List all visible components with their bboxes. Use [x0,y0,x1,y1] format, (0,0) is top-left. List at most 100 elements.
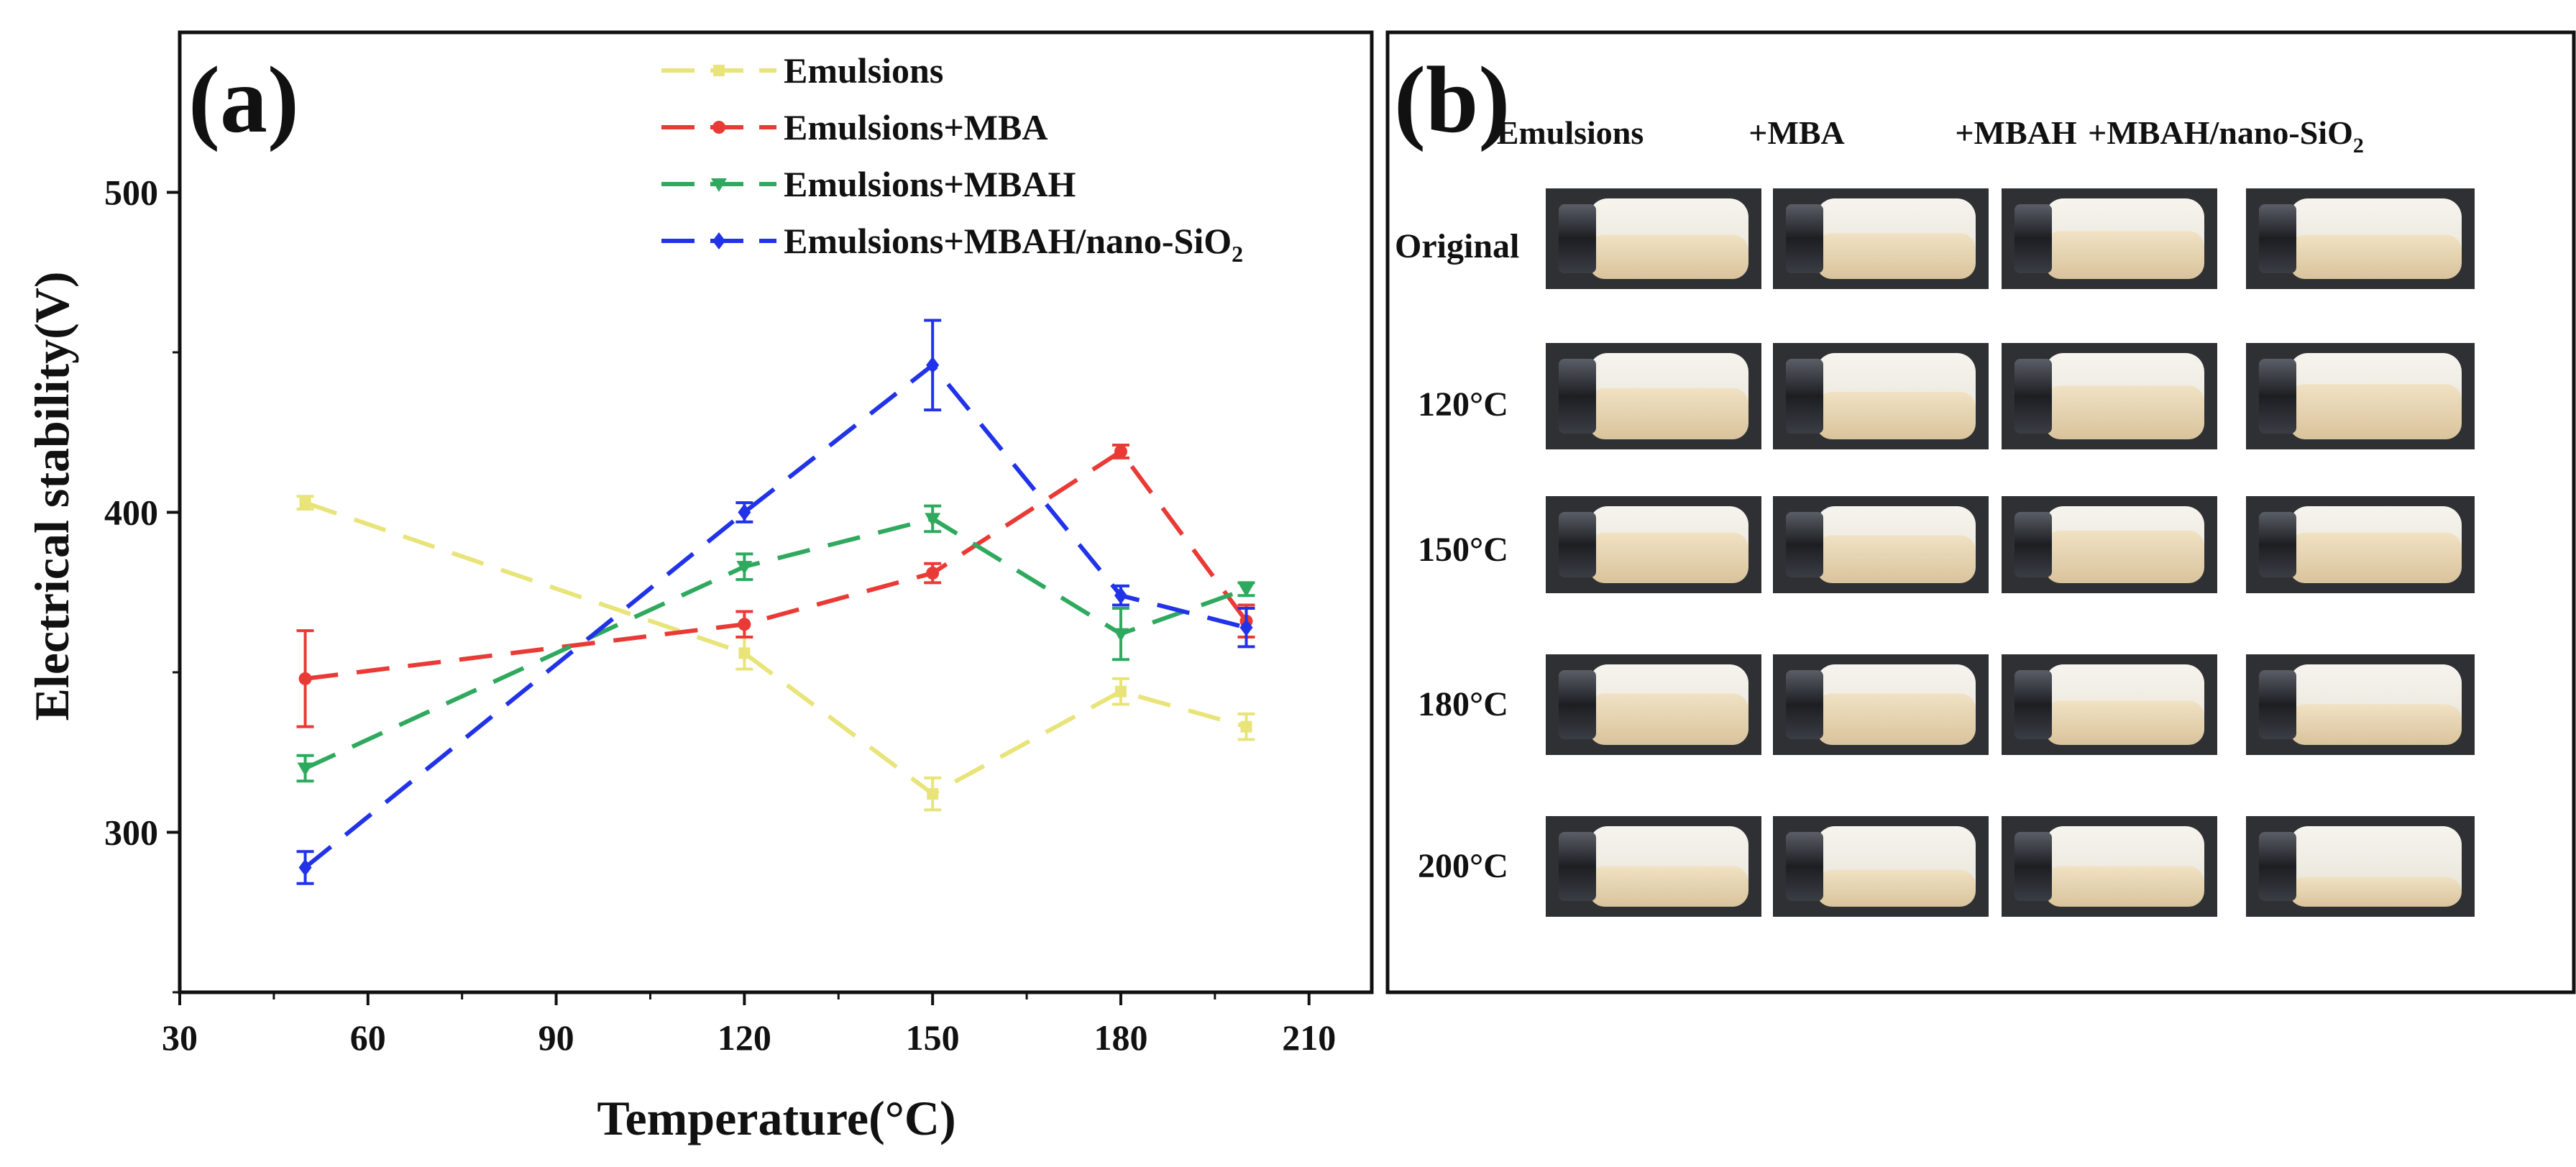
legend-label: Emulsions+MBA [784,107,1048,147]
panel-b-label: (b) [1394,47,1510,152]
bottle-liquid [2289,532,2462,583]
x-tick-label: 60 [350,1017,386,1058]
bottle-cap [1786,832,1823,901]
legend-swatch-marker [711,178,727,192]
x-axis-title: Temperature(°C) [597,1091,955,1145]
legend-entry-0: Emulsions [661,50,943,91]
row-label-original: Original [1395,227,1519,265]
data-point [927,788,939,800]
bottle-liquid [1816,693,1976,745]
data-point [1114,685,1127,697]
legend-entry-3: Emulsions+MBAH/nano-SiO2 [661,221,1243,267]
data-point [298,859,312,877]
data-point [738,618,751,631]
bottle-liquid [2289,704,2462,745]
column-header-subscript: 2 [2353,134,2364,157]
legend: Emulsions Emulsions+MBA Emulsions+MBAH Emul… [661,50,1243,267]
data-point [1240,720,1252,733]
y-tick-label: 500 [104,173,158,213]
bottle-cap [1559,832,1596,901]
series-line [304,500,1247,797]
bottle-cap [1786,204,1823,273]
legend-label: Emulsions+MBAH/nano-SiO2 [784,221,1243,267]
x-tick-label: 30 [162,1017,198,1058]
bottle-cap [2259,512,2296,577]
bottle-cap [2014,670,2052,739]
photo-r0-c3 [2246,188,2475,289]
data-point [926,356,940,374]
bottle-liquid [2045,231,2204,279]
legend-entry-1: Emulsions+MBA [661,107,1048,147]
bottle-liquid [2045,866,2204,907]
panel-a-frame [178,30,1374,994]
legend-swatch-marker [712,121,725,134]
series-layer [296,319,1255,885]
photo-r1-c2 [2002,343,2217,449]
legend-label: Emulsions [784,50,943,91]
panel-a: (a) 30 60 90 120 150 180 210 300 400 500 Temperat… [24,30,1374,1145]
y-tick-label: 400 [104,493,158,533]
legend-label-text: Emulsions+MBAH/nano-SiO [784,221,1232,261]
series-line [304,516,1247,771]
data-point [738,647,751,659]
y-tick-label: 300 [104,813,158,853]
photo-r0-c0 [1546,188,1761,289]
emulsion-photo-grid: (b) Emulsions +MBA +MBAH +MBAH/nano-SiO2… [1385,30,2576,994]
series-line [305,448,1248,681]
axis-ticks: 30 60 90 120 150 180 210 300 400 500 [104,173,1336,1058]
panel-a-label: (a) [188,47,299,152]
photo-r1-c1 [1773,343,1989,449]
photos [1546,188,2475,917]
photo-r3-c1 [1773,654,1989,755]
x-tick-label: 180 [1094,1017,1147,1058]
y-axis-title: Electrical stability(V) [24,271,79,720]
legend-label-text: Emulsions [784,50,943,91]
legend-entry-2: Emulsions+MBAH [661,164,1076,204]
data-point [738,503,751,521]
bottle-liquid [1816,392,1976,439]
bottle-cap [2014,832,2052,901]
panel-b-frame [1385,30,2576,994]
row-label-150: 150°C [1418,531,1508,569]
row-label-120: 120°C [1418,385,1508,424]
series-2 [296,504,1255,783]
bottle-liquid [2045,385,2204,439]
row-label-200: 200°C [1418,847,1508,885]
bottle-cap [1559,359,1596,434]
series-3 [296,319,1255,885]
photo-r0-c1 [1773,188,1989,289]
bottle-liquid [1589,866,1748,907]
column-header-mba: +MBA [1748,114,1845,151]
data-point [299,497,311,509]
bottle-cap [1559,204,1596,273]
bottle-cap [2259,670,2296,739]
row-label-180: 180°C [1418,685,1508,723]
x-tick-label: 120 [718,1017,771,1058]
series-0 [296,495,1255,812]
data-point [298,672,312,685]
bottle-cap [1559,670,1596,739]
photo-r4-c3 [2246,816,2475,917]
x-tick-label: 90 [538,1017,574,1058]
series-1 [296,444,1255,728]
bottle-cap [2259,832,2296,901]
photo-r4-c1 [1773,816,1989,917]
bottle-cap [2014,512,2052,577]
bottle-liquid [2045,530,2204,583]
data-point [297,762,313,777]
bottle-liquid [2289,384,2462,439]
column-header-emulsions: Emulsions [1497,114,1644,151]
legend-swatch-marker [713,65,725,76]
photo-r2-c0 [1546,496,1761,593]
x-tick-label: 150 [906,1017,960,1058]
photo-r2-c2 [2002,496,2217,593]
bottle-liquid [2045,700,2204,745]
photo-r4-c2 [2002,816,2217,917]
photo-r1-c0 [1546,343,1761,449]
bottle-cap [2259,359,2296,434]
photo-r2-c3 [2246,496,2475,593]
bottle-cap [1786,670,1823,739]
data-point [1238,583,1255,598]
data-point [1114,444,1127,458]
photo-r3-c2 [2002,654,2217,755]
